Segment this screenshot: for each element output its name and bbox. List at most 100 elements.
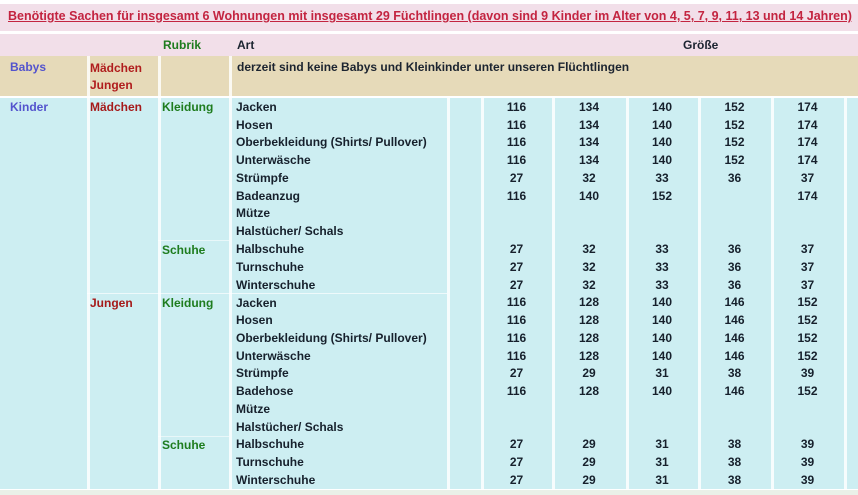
size-cell — [771, 222, 844, 240]
size-cell: 32 — [582, 242, 596, 256]
size-cell: 152 — [724, 117, 745, 132]
size-cell: 152 — [724, 153, 745, 168]
group-cell — [0, 471, 87, 489]
size-cell — [626, 205, 698, 223]
title-bar: Benötigte Sachen für insgesamt 6 Wohnung… — [0, 4, 858, 31]
item-name-cell: Jacken — [229, 293, 447, 311]
size-cell: 140 — [578, 188, 600, 203]
size-cell: 38 — [727, 437, 742, 452]
gender-cell — [87, 240, 158, 258]
size-cell: 33 — [655, 170, 669, 185]
spacer-cell — [447, 151, 481, 169]
gender-cell — [87, 116, 158, 134]
size-cell: 152 — [797, 348, 818, 363]
size-cell: 33 — [655, 242, 669, 256]
grid-line — [844, 98, 847, 489]
size-cell: 38 — [727, 366, 742, 381]
grid-line — [771, 98, 774, 489]
table-row: Badehose 116 128 140 146 152 — [0, 382, 858, 400]
size-cell: 174 — [797, 188, 818, 203]
size-cell — [552, 400, 626, 418]
size-cell: 37 — [800, 170, 815, 185]
size-cell: 116 — [506, 153, 527, 168]
divider-line — [0, 31, 858, 34]
rubric-cell — [158, 329, 229, 347]
gender-cell — [87, 222, 158, 240]
size-cell: 38 — [727, 472, 742, 487]
size-cell: 174 — [797, 99, 818, 114]
group-label-babys: Babys — [10, 60, 47, 74]
rubric-cell: Kleidung — [158, 293, 229, 311]
size-cell — [481, 222, 552, 240]
table-row: Turnschuhe 27 29 31 38 39 — [0, 453, 858, 471]
size-cell: 36 — [727, 170, 742, 185]
size-cell: 38 — [727, 455, 742, 470]
item-name-cell: Turnschuhe — [236, 455, 304, 470]
size-cell: 116 — [506, 348, 527, 363]
spacer-cell — [447, 453, 481, 471]
gender-cell: Mädchen — [90, 99, 143, 114]
size-cell — [552, 418, 626, 436]
grid-line — [626, 98, 629, 489]
rubric-cell — [158, 382, 229, 400]
size-cell: 174 — [797, 117, 818, 132]
gender-cell — [87, 453, 158, 471]
item-name-cell: Winterschuhe — [236, 472, 316, 487]
column-header-art: Art — [237, 38, 255, 52]
grid-line — [229, 56, 232, 489]
table-row: Halstücher/ Schals — [0, 418, 858, 436]
table-row: Winterschuhe 27 29 31 38 39 — [0, 471, 858, 489]
rubric-cell — [158, 134, 229, 152]
rubric-cell — [158, 222, 229, 240]
size-cell: 140 — [651, 295, 673, 310]
size-cell: 31 — [655, 366, 669, 381]
group-cell — [0, 293, 87, 311]
size-cell: 146 — [724, 313, 745, 328]
size-cell: 128 — [578, 313, 600, 328]
size-cell: 128 — [578, 384, 600, 399]
rubric-cell — [158, 276, 229, 294]
size-cell: 174 — [797, 153, 818, 168]
group-cell — [0, 382, 87, 400]
column-header-groesse: Größe — [683, 38, 719, 52]
size-cell: 27 — [509, 242, 524, 256]
size-cell: 27 — [509, 366, 524, 381]
size-cell: 36 — [727, 277, 742, 292]
group-cell — [0, 116, 87, 134]
table-row: Badeanzug 116 140 152 174 — [0, 187, 858, 205]
table-row: Hosen 116 134 140 152 174 — [0, 116, 858, 134]
spacer-cell — [447, 382, 481, 400]
size-cell: 140 — [651, 313, 673, 328]
size-cell: 174 — [797, 135, 818, 150]
group-cell — [0, 329, 87, 347]
gender-cell — [87, 436, 158, 454]
size-cell: 36 — [727, 259, 742, 274]
size-cell: 116 — [506, 99, 527, 114]
item-name-cell: Badeanzug — [236, 188, 301, 203]
table-row: Jungen Kleidung Jacken 116 128 140 146 152 — [0, 293, 858, 311]
table-row: Mütze — [0, 400, 858, 418]
top-border — [0, 0, 858, 4]
size-cell: 140 — [651, 330, 673, 345]
gender-cell — [87, 347, 158, 365]
size-cell — [698, 187, 771, 205]
rubric-cell — [158, 187, 229, 205]
size-cell: 37 — [800, 277, 815, 292]
item-name-cell: Mütze — [236, 401, 270, 416]
group-cell — [0, 436, 87, 454]
size-cell: 152 — [724, 135, 745, 150]
item-name-cell: Badehose — [236, 384, 294, 399]
gender-cell — [87, 329, 158, 347]
size-cell: 27 — [509, 472, 524, 487]
size-cell: 29 — [582, 455, 596, 470]
rubric-cell: Schuhe — [158, 435, 229, 454]
size-cell — [698, 222, 771, 240]
spacer-cell — [447, 276, 481, 294]
size-cell — [771, 418, 844, 436]
rubric-cell — [158, 453, 229, 471]
size-cell: 146 — [724, 384, 745, 399]
size-cell: 116 — [506, 330, 527, 345]
gender-cell — [87, 258, 158, 276]
spacer-cell — [447, 347, 481, 365]
group-cell — [0, 276, 87, 294]
